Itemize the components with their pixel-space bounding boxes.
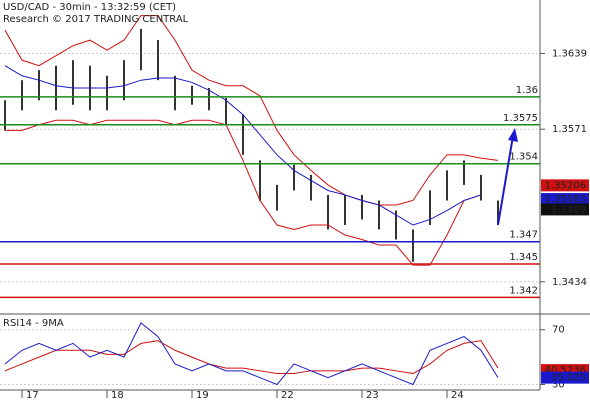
chart-subtitle: Research © 2017 TRADING CENTRAL [3, 14, 189, 25]
level-label: 1.347 [509, 230, 538, 241]
forecast-arrowhead [508, 128, 518, 142]
x-tick-label: 17 [26, 390, 39, 400]
line-series [5, 119, 482, 266]
y-tick-label: 1.3571 [552, 124, 587, 135]
level-label: 1.3575 [503, 113, 538, 124]
price-marker-label: 1.35083 [545, 194, 586, 205]
x-tick-label: 18 [111, 390, 124, 400]
line-series [4, 15, 499, 206]
y-tick-label: 1.3639 [552, 48, 587, 59]
x-tick-label: 24 [451, 390, 464, 400]
price-marker-label: 40.5236 [545, 365, 586, 376]
forecast-arrow [497, 135, 514, 226]
line-series [4, 322, 499, 386]
y-tick-label: 30 [552, 380, 565, 391]
x-tick-label: 19 [196, 390, 209, 400]
plot: 1.3639 1.3571 1.3434 1.36 1.3575 1.354 1.347 1.… [0, 15, 587, 400]
line-series [4, 65, 482, 226]
price-marker-label: 1.35206 [545, 180, 586, 191]
y-tick-label: 70 [552, 325, 565, 336]
line-series [4, 340, 499, 375]
price-marker-label: 1.3499 [551, 204, 586, 215]
price-marker [541, 179, 589, 192]
level-label: 1.354 [509, 152, 538, 163]
price-marker [541, 203, 589, 216]
x-tick-label: 22 [281, 390, 294, 400]
chart-title: USD/CAD - 30min - 13:32:59 (CET) [3, 2, 176, 13]
level-label: 1.36 [516, 85, 538, 96]
rsi-title: RSI14 - 9MA [3, 318, 64, 329]
x-tick-label: 23 [366, 390, 379, 400]
y-tick-label: 1.3434 [552, 277, 587, 288]
price-marker [541, 371, 589, 384]
price-marker-label: 35.025 [551, 373, 586, 384]
price-marker [541, 193, 589, 206]
level-label: 1.342 [509, 285, 538, 296]
level-label: 1.345 [509, 252, 538, 263]
